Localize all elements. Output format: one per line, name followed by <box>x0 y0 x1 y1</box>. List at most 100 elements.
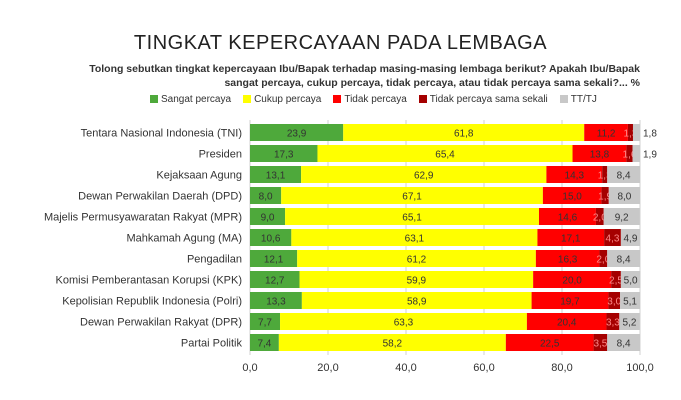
bar-segment <box>250 145 318 162</box>
data-label: 59,9 <box>407 276 427 287</box>
bar-segment <box>250 187 282 204</box>
bar-segment <box>317 145 573 162</box>
bar-segment <box>546 166 603 183</box>
legend-swatch <box>243 95 252 104</box>
data-label: 12,7 <box>265 276 285 287</box>
category-label: Komisi Pemberantasan Korupsi (KPK) <box>56 275 242 287</box>
data-label: 8,4 <box>617 171 631 182</box>
data-label: 8,0 <box>617 192 631 203</box>
category-label: Pengadilan <box>187 254 242 266</box>
bar-segment <box>537 229 605 246</box>
data-label: 12,1 <box>264 255 284 266</box>
data-label: 17,1 <box>561 234 581 245</box>
legend-item: Tidak percaya sama sekali <box>418 94 548 105</box>
x-tick-label: 100,0 <box>626 362 654 374</box>
data-label: 13,1 <box>266 171 286 182</box>
bar-segment <box>603 208 640 225</box>
data-label: 1,9 <box>643 150 657 161</box>
data-label: 1,8 <box>643 129 657 140</box>
data-label: 13,3 <box>266 297 286 308</box>
data-label: 65,1 <box>402 213 422 224</box>
chart-subtitle: Tolong sebutkan tingkat kepercayaan Ibu/… <box>89 63 640 89</box>
data-label: 8,4 <box>617 255 631 266</box>
bar-segment <box>542 187 602 204</box>
data-label: 7,4 <box>257 339 271 350</box>
data-label: 14,6 <box>558 213 578 224</box>
bar-segment <box>278 334 506 351</box>
legend-label: TT/TJ <box>570 94 597 105</box>
data-label: 13,8 <box>590 150 610 161</box>
bar-segment <box>632 124 640 141</box>
bar-segment <box>250 124 344 141</box>
legend-label: Sangat percaya <box>161 94 232 105</box>
bar-segment <box>285 208 539 225</box>
bar-segment <box>280 313 527 330</box>
data-label: 10,6 <box>261 234 281 245</box>
legend-swatch <box>333 95 342 104</box>
bar-segment <box>607 250 640 267</box>
x-tick-label: 0,0 <box>242 362 257 374</box>
category-label: Majelis Permusyawaratan Rakyat (MPR) <box>44 212 242 224</box>
bar-segment <box>595 208 604 225</box>
bar-segment <box>535 250 600 267</box>
bar-segment <box>297 250 536 267</box>
legend-label: Tidak percaya sama sekali <box>429 94 548 105</box>
legend-label: Tidak percaya <box>344 94 407 105</box>
legend: Sangat percaya Cukup percaya Tidak percaya… <box>150 94 670 105</box>
bar-segment <box>531 292 609 309</box>
bar-segment <box>601 187 609 204</box>
bar-segment <box>291 229 538 246</box>
data-label: 7,7 <box>258 318 272 329</box>
data-label: 11,2 <box>597 129 616 140</box>
category-label: Dewan Perwakilan Daerah (DPD) <box>78 191 242 203</box>
bar-segment <box>606 313 620 330</box>
data-label: 20,0 <box>562 276 582 287</box>
data-label: 17,3 <box>274 150 294 161</box>
x-tick-label: 60,0 <box>473 362 494 374</box>
bar-segment <box>526 313 607 330</box>
data-label: 3,3 <box>606 318 620 329</box>
bar-segment <box>607 334 640 351</box>
bar-segment <box>281 187 543 204</box>
category-label: Kejaksaan Agung <box>156 170 242 182</box>
bar-segment <box>250 292 302 309</box>
category-label: Partai Politik <box>181 338 243 350</box>
bar-segment <box>538 208 596 225</box>
bar-segment <box>604 229 621 246</box>
bar-segment <box>626 145 633 162</box>
data-label: 4,3 <box>606 234 620 245</box>
data-label: 65,4 <box>435 150 455 161</box>
chart-title: TINGKAT KEPERCAYAAN PADA LEMBAGA <box>133 32 548 54</box>
bar-segment <box>627 124 633 141</box>
legend-item: TT/TJ <box>559 94 597 105</box>
category-label: Tentara Nasional Indonesia (TNI) <box>81 128 242 140</box>
bar-segment <box>299 271 534 288</box>
data-label: 58,2 <box>383 339 403 350</box>
bar-segment <box>584 124 628 141</box>
bar-segment <box>611 271 621 288</box>
category-label: Mahkamah Agung (MA) <box>126 233 242 245</box>
data-label: 5,0 <box>624 276 638 287</box>
data-label: 23,9 <box>287 129 307 140</box>
x-tick-label: 40,0 <box>395 362 416 374</box>
category-label: Kepolisian Republik Indonesia (Polri) <box>62 296 242 308</box>
legend-item: Tidak percaya <box>333 94 407 105</box>
bar-segment <box>505 334 594 351</box>
bar-segment <box>250 313 281 330</box>
data-label: 1,3 <box>623 129 637 140</box>
legend-swatch <box>559 95 568 104</box>
bar-segment <box>250 250 298 267</box>
bar-segment <box>250 166 302 183</box>
bar-segment <box>620 292 640 309</box>
bar-segment <box>301 292 532 309</box>
data-label: 4,9 <box>623 234 637 245</box>
bar-segment <box>620 229 640 246</box>
bar-segment <box>593 334 608 351</box>
legend-swatch <box>150 95 158 104</box>
data-label: 1,6 <box>623 150 637 161</box>
legend-item: Cukup percaya <box>243 94 321 105</box>
bar-segment <box>607 166 640 183</box>
bar-segment <box>250 271 300 288</box>
data-label: 9,0 <box>261 213 275 224</box>
